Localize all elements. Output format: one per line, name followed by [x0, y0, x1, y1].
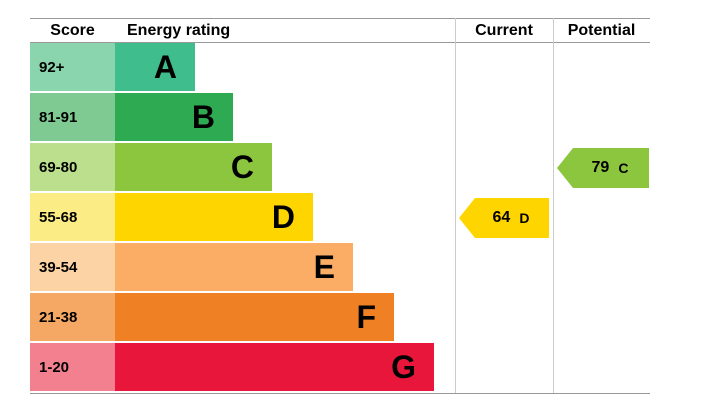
band-letter: E	[313, 248, 335, 285]
band-rows: 92+ A 81-91 B 69-80 C 55-68 D 39-54	[30, 43, 650, 394]
potential-rating-arrow: 79 C	[557, 148, 649, 188]
band-row-e: 39-54 E	[30, 243, 650, 293]
current-rating-arrow: 64 D	[459, 198, 549, 238]
band-bar-a: A	[115, 43, 195, 91]
band-bar-d: D	[115, 193, 313, 241]
potential-rating-value: 79	[591, 159, 610, 176]
score-column-header: Score	[50, 21, 95, 39]
current-rating-value: 64	[492, 209, 511, 226]
score-range-label: 69-80	[30, 143, 115, 191]
score-range-label: 55-68	[30, 193, 115, 241]
band-bar-e: E	[115, 243, 353, 291]
epc-chart: Score Energy rating Current Potential 92…	[30, 18, 650, 394]
score-range-label: 92+	[30, 43, 115, 91]
score-range-label: 39-54	[30, 243, 115, 291]
current-column-divider	[455, 18, 456, 393]
current-rating-band: D	[519, 210, 530, 226]
score-range-label: 1-20	[30, 343, 115, 391]
band-row-a: 92+ A	[30, 43, 650, 93]
score-range-label: 81-91	[30, 93, 115, 141]
band-letter: G	[391, 348, 416, 385]
potential-column-divider	[553, 18, 554, 393]
band-letter: B	[191, 98, 215, 135]
potential-rating-band: C	[618, 160, 629, 176]
band-bar-b: B	[115, 93, 233, 141]
chart-header: Score Energy rating Current Potential	[30, 18, 650, 43]
band-row-b: 81-91 B	[30, 93, 650, 143]
band-bar-g: G	[115, 343, 434, 391]
band-letter: C	[230, 148, 254, 185]
score-range-label: 21-38	[30, 293, 115, 341]
band-row-f: 21-38 F	[30, 293, 650, 343]
band-row-g: 1-20 G	[30, 343, 650, 393]
current-column-header: Current	[475, 21, 533, 39]
band-row-c: 69-80 C	[30, 143, 650, 193]
potential-column-header: Potential	[567, 21, 636, 39]
energy-rating-column-header: Energy rating	[127, 21, 231, 39]
band-bar-f: F	[115, 293, 394, 341]
band-letter: D	[271, 198, 295, 235]
band-bar-c: C	[115, 143, 272, 191]
band-letter: F	[356, 298, 376, 335]
band-row-d: 55-68 D	[30, 193, 650, 243]
band-letter: A	[153, 48, 177, 85]
